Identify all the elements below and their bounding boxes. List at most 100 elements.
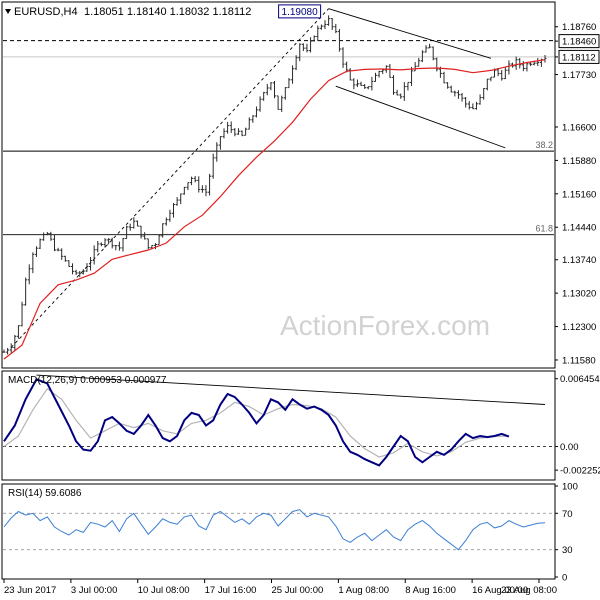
ohlc-bar [96,240,100,253]
ohlc-bar [482,88,486,100]
ohlc-bar [500,69,504,81]
ohlc-bar [121,237,125,252]
ohlc-bar [471,103,475,110]
ohlc-bar [208,173,212,196]
price-badge-box [558,49,600,64]
ohlc-bar [157,234,161,246]
ohlc-bar [99,242,103,247]
time-tick-label: 3 Jul 00:00 [71,585,117,596]
ohlc-bar [280,95,284,112]
ohlc-bar [287,77,291,89]
rsi-tick-label: 100 [562,482,578,493]
ohlc-bar [197,176,201,193]
ohlc-bar [179,193,183,205]
ohlc-bar [262,91,266,101]
watermark: ActionForex.com [280,310,490,341]
price-tick-label: 1.15160 [562,189,596,200]
ohlc-bar [413,62,417,72]
ohlc-bar [24,277,28,306]
price-tick-label: 1.11580 [562,355,596,366]
ohlc-bar [298,43,302,62]
rsi-tick-label: 70 [562,509,573,520]
ohlc-bar [291,65,295,84]
price-tick-label: 1.15880 [562,156,596,167]
ohlc-bar [143,232,147,240]
ohlc-bar [132,217,136,229]
macd-signal-line [3,387,509,458]
ohlc-bar [363,83,367,89]
ohlc-bar [114,245,118,251]
price-tick-label: 1.18112 [562,52,596,63]
ohlc-bar [283,87,287,100]
ohlc-bar [34,246,38,257]
ohlc-bar [323,20,327,30]
ohlc-bar [161,223,165,238]
dropdown-triangle-icon[interactable] [5,9,11,14]
ohlc-bar [330,18,334,31]
time-axis: 23 Jun 2017 3 Jul 00:00 10 Jul 08:00 17 Jul… [3,579,557,596]
ohlc-bar [327,15,331,26]
ohlc-bar [125,225,129,240]
macd-chart: 0.006454 0.00 -0.002252 [3,374,600,477]
trend-line [335,85,506,149]
ohlc-bar [74,269,78,275]
chart-header: EURUSD,H4 1.18051 1.18140 1.18032 1.1811… [5,6,251,18]
peak-label-box [278,4,322,19]
ohlc-bar [305,43,309,53]
ohlc-bar [276,95,280,110]
ohlc-bar [63,255,67,262]
ohlc-bar [67,260,71,267]
ohlc-bar [337,29,341,52]
price-tick-label: 1.17730 [562,70,596,81]
rsi-title: RSI(14) 59.6086 [8,488,82,499]
ohlc-bar [456,90,460,99]
price-tick-label: 1.16600 [562,122,596,133]
ohlc-bar [27,264,31,285]
ohlc-bar [402,82,406,101]
ohlc-bar [218,136,222,150]
ohlc-bar [193,175,197,183]
ohlc-bar [9,343,13,353]
ohlc-bar [420,50,424,63]
ohlc-bar [381,68,385,74]
ohlc-bar [56,247,60,252]
time-tick-label: 1 Aug 08:00 [338,585,389,596]
price-badge-box [558,34,600,49]
ohlc-bar [446,82,450,89]
ohlc-bar [507,60,511,75]
rsi-line [3,509,546,551]
ohlc-bar [45,231,49,236]
price-panel-frame [1,1,556,369]
ohlc-bar [341,47,345,68]
ohlc-bar [345,61,349,73]
macd-title: MACD(12,26,9) 0.000953 0.000977 [8,375,167,386]
ohlc-bar [301,43,305,52]
ohlc-bar [258,96,262,112]
ohlc-bar [370,76,374,91]
ohlc-bar [449,85,453,93]
ohlc-bar [294,55,298,71]
price-chart: 38.2 61.8 1.19080 1.18760 1.18460 1.18112 1.17… [2,4,600,366]
fib-level-label: 61.8 [535,224,553,234]
ohlc-bar [233,127,237,137]
ohlc-bar [273,81,276,99]
ohlc-bar [175,197,179,206]
ohlc-bar [164,217,168,226]
ohlc-bar [200,185,204,193]
ohlc-bar [424,45,428,53]
macd-tick-label: 0.00 [560,442,579,453]
ohlc-bar [269,82,273,91]
macd-tick-label: -0.002252 [560,466,600,477]
ohlc-bar [348,68,352,81]
ohlc-bar [20,301,24,327]
macd-trend-line [36,374,546,405]
ohlc-bar [417,57,421,67]
ohlc-bar [38,238,42,250]
ohlc-bar [6,347,10,355]
macd-tick-label: 0.006454 [560,374,600,385]
ohlc-bar [518,57,522,69]
ohlc-bar [229,121,233,133]
ohlc-bar [226,121,230,134]
ohlc-bar [399,93,403,99]
